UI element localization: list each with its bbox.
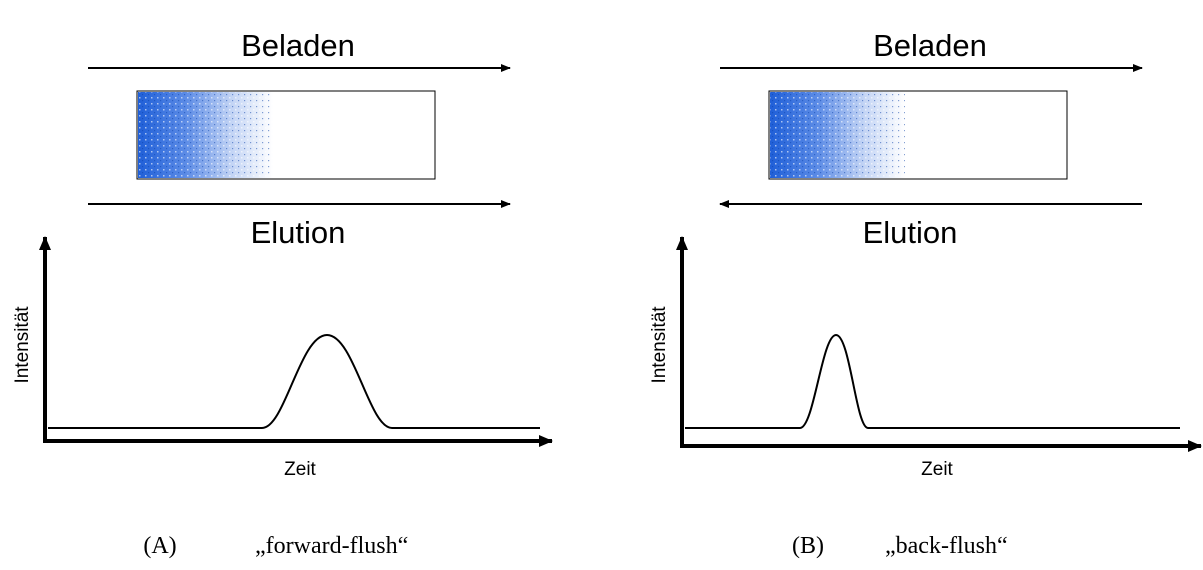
caption-text: „forward-flush“ (255, 533, 408, 559)
elution-label: Elution (251, 215, 346, 250)
x-axis-label: Zeit (921, 459, 953, 480)
caption-text: „back-flush“ (885, 533, 1008, 559)
y-axis-label: Intensität (12, 306, 33, 384)
x-axis-label: Zeit (284, 459, 316, 480)
y-axis-label: Intensität (649, 306, 670, 384)
chromatogram (48, 333, 540, 429)
load-label: Beladen (241, 28, 355, 63)
load-label: Beladen (873, 28, 987, 63)
panel-a: Beladen Elution Intensität Zeit (A) „for… (12, 28, 553, 559)
panel-b: Beladen Elution Intensität Zeit (B) „bac… (649, 28, 1202, 559)
chromatogram (685, 333, 1180, 429)
elution-label: Elution (863, 215, 958, 250)
loaded-texture (770, 92, 905, 178)
caption-letter: (A) (143, 533, 176, 559)
loaded-texture (138, 92, 273, 178)
caption-letter: (B) (792, 533, 824, 559)
